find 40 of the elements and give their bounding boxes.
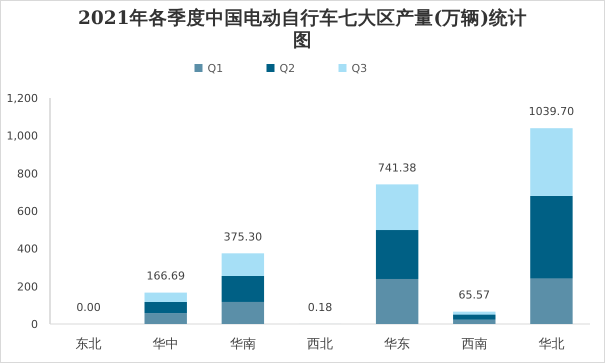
- y-tick-label: 400: [17, 242, 38, 256]
- y-tick-label: 0: [31, 318, 38, 331]
- bar: [144, 302, 187, 314]
- bar: [144, 313, 187, 324]
- legend-label: Q2: [280, 62, 296, 75]
- total-label: 0.18: [308, 300, 332, 314]
- bar: [530, 196, 573, 278]
- title: 2021年各季度中国电动自行车七大区产量(万辆)统计图: [78, 8, 527, 51]
- total-label: 0.00: [76, 301, 101, 314]
- total-label: 741.38: [378, 161, 416, 174]
- bar: [376, 230, 418, 279]
- x-tick-label: 华北: [538, 337, 564, 352]
- bar: [222, 276, 264, 302]
- x-tick-label: 西南: [461, 337, 488, 352]
- legend-label: Q1: [208, 62, 224, 75]
- x-tick-label: 西北: [307, 337, 333, 352]
- bar: [453, 320, 496, 324]
- bar: [376, 278, 418, 324]
- bar: [453, 314, 496, 320]
- x-tick-label: 华中: [152, 337, 179, 352]
- legend-label: Q3: [352, 62, 368, 75]
- x-tick-label: 东北: [76, 337, 102, 352]
- x-tick-label: 华南: [230, 337, 256, 352]
- bar: [530, 128, 573, 196]
- bar: [222, 302, 264, 324]
- y-tick-label: 200: [17, 280, 38, 294]
- y-tick-label: 1,200: [6, 92, 38, 105]
- bar: [222, 253, 264, 276]
- bar: [376, 184, 418, 230]
- y-tick-label: 600: [17, 205, 38, 218]
- y-tick-label: 800: [17, 167, 38, 180]
- bar: [530, 278, 573, 324]
- total-label: 1039.70: [528, 105, 574, 118]
- total-label: 166.69: [146, 270, 185, 283]
- x-tick-label: 华东: [384, 337, 410, 352]
- total-label: 65.57: [458, 288, 490, 302]
- y-tick-label: 1,000: [6, 130, 38, 143]
- total-label: 375.30: [224, 230, 262, 244]
- bar: [453, 312, 496, 315]
- bar: [144, 292, 187, 302]
